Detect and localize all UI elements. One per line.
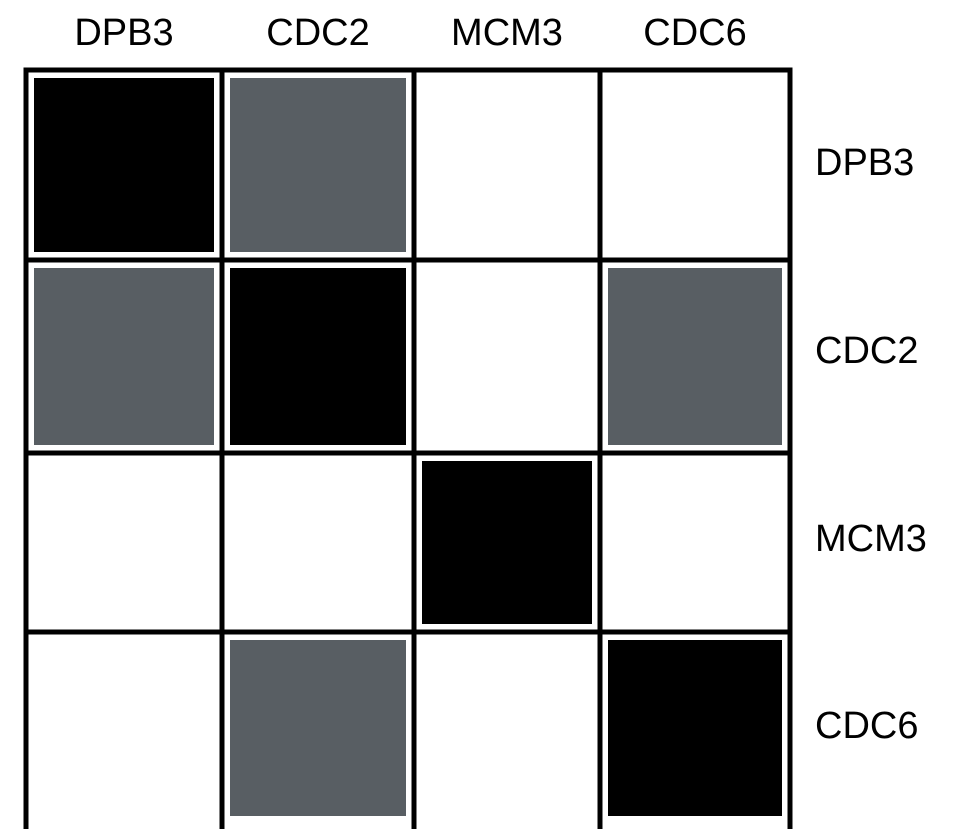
row-labels: DPB3 CDC2 MCM3 CDC6 [815,142,927,747]
heatmap-cell-cdc6-cdc6 [608,640,782,816]
heatmap-cells [34,78,782,816]
heatmap-cell-dpb3-dpb3 [34,78,214,252]
heatmap-grid [23,67,793,829]
heatmap-cell-cdc2-cdc6 [608,268,782,445]
heatmap-cell-mcm3-dpb3 [34,461,214,624]
heatmap-cell-mcm3-cdc2 [230,461,406,624]
row-label: CDC6 [815,705,918,747]
heatmap-cell-mcm3-mcm3 [422,461,592,624]
heatmap-cell-cdc6-dpb3 [34,640,214,816]
column-label: DPB3 [74,12,173,54]
heatmap-cell-dpb3-cdc6 [608,78,782,252]
heatmap-cell-cdc2-dpb3 [34,268,214,445]
heatmap-cell-dpb3-mcm3 [422,78,592,252]
heatmap-cell-dpb3-cdc2 [230,78,406,252]
column-label: CDC2 [266,12,369,54]
row-label: MCM3 [815,518,927,560]
row-label: DPB3 [815,142,914,184]
heatmap-cell-cdc6-cdc2 [230,640,406,816]
heatmap-cell-cdc6-mcm3 [422,640,592,816]
column-labels: DPB3 CDC2 MCM3 CDC6 [74,12,746,54]
column-label: MCM3 [451,12,563,54]
row-label: CDC2 [815,330,918,372]
heatmap-cell-cdc2-cdc2 [230,268,406,445]
column-label: CDC6 [643,12,746,54]
heatmap-cell-cdc2-mcm3 [422,268,592,445]
heatmap-cell-mcm3-cdc6 [608,461,782,624]
